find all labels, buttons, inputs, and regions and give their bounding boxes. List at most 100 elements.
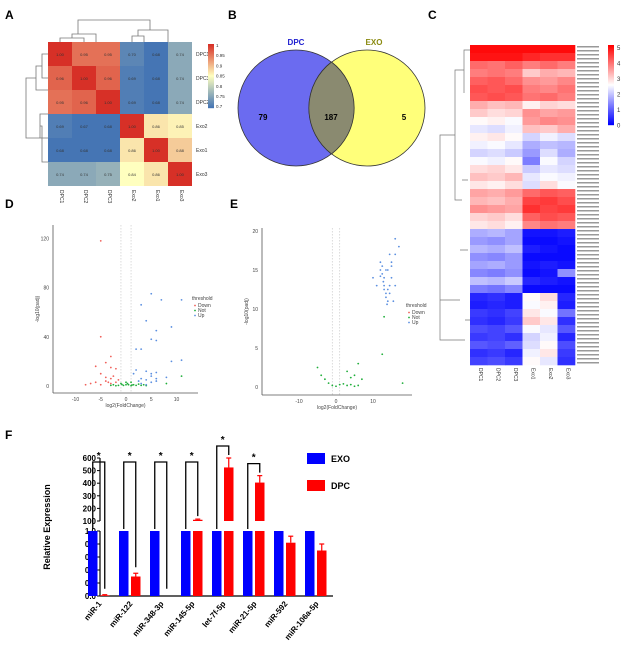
heatmap-a-cell <box>48 42 72 66</box>
heatmap-c-cell <box>487 269 506 278</box>
heatmap-c-cell <box>505 165 523 174</box>
colorbar-c-tick: 3 <box>617 77 621 83</box>
heatmap-a-cell <box>96 66 120 90</box>
heatmap-c-cell <box>505 261 523 270</box>
heatmap-a-cell <box>72 138 96 162</box>
heatmap-c-cell <box>522 317 541 326</box>
heatmap-c-row-label <box>577 262 599 264</box>
volcano-d-point-down <box>99 335 102 338</box>
colorbar-c-segment <box>608 102 614 104</box>
colorbar-a-segment <box>208 55 214 57</box>
heatmap-c-cell <box>540 165 558 174</box>
heatmap-c-cell <box>522 117 541 126</box>
venn-label-dpc: DPC <box>288 38 305 47</box>
heatmap-a-cell <box>120 66 144 90</box>
bar-f-exo <box>212 531 222 596</box>
heatmap-c-col-label: DPC1 <box>477 368 483 382</box>
heatmap-c-row-label <box>577 266 599 268</box>
heatmap-c-cell <box>487 61 506 70</box>
heatmap-c-cell <box>470 237 488 246</box>
volcano-d-point-not <box>125 381 127 384</box>
colorbar-c-segment <box>608 109 614 111</box>
heatmap-a-cell <box>48 138 72 162</box>
heatmap-c-cell <box>540 53 558 62</box>
volcano-d-point-not <box>130 381 132 384</box>
colorbar-a-tick: 0.95 <box>216 53 225 58</box>
colorbar-a-segment <box>208 76 214 78</box>
heatmap-c-row-label <box>577 146 599 148</box>
colorbar-a-segment <box>208 66 214 68</box>
volcano-e-point-not <box>361 378 363 381</box>
bar-f-dpc <box>317 550 327 596</box>
colorbar-a-tick: 0.75 <box>216 94 225 99</box>
colorbar-a-segment <box>208 64 214 66</box>
heatmap-a-value: 0.69 <box>56 124 65 129</box>
heatmap-c-cell <box>505 341 523 350</box>
colorbar-a-segment <box>208 73 214 75</box>
heatmap-c-col-label: Exo2 <box>547 368 553 380</box>
bar-f-exo <box>88 531 98 596</box>
heatmap-c-row-label <box>577 122 599 124</box>
heatmap-c-row-label <box>577 310 599 312</box>
colorbar-a-segment <box>208 75 214 77</box>
volcano-e-point-not <box>383 315 385 318</box>
bar-f-x-tick: miR-1 <box>82 599 104 622</box>
colorbar-c-segment <box>608 89 614 91</box>
heatmap-c-cell <box>540 61 558 70</box>
volcano-e-point-up <box>388 284 391 287</box>
heatmap-c-cell <box>505 293 523 302</box>
heatmap-c-cell <box>470 101 488 110</box>
heatmap-c-cell <box>487 229 506 238</box>
heatmap-c-cell <box>522 165 541 174</box>
heatmap-c-row-label <box>577 166 599 168</box>
heatmap-c-cell <box>522 357 541 366</box>
heatmap-c-cell <box>505 333 523 342</box>
colorbar-a-segment <box>208 54 214 56</box>
heatmap-c-row-label <box>577 186 599 188</box>
volcano-d-point-down <box>99 383 102 386</box>
colorbar-c-segment <box>608 88 614 90</box>
volcano-e-point-up <box>386 303 388 306</box>
panel-label-f: F <box>5 428 13 442</box>
heatmap-c-cell <box>470 261 488 270</box>
colorbar-c-segment <box>608 84 614 86</box>
heatmap-c-row-label <box>577 238 599 240</box>
heatmap-c-cell <box>540 325 558 334</box>
colorbar-a-segment <box>208 85 214 87</box>
bar-f-significance-star: * <box>159 451 163 462</box>
heatmap-c-cell <box>487 277 506 286</box>
heatmap-a-value: 1.00 <box>152 148 161 153</box>
colorbar-a-segment <box>208 52 214 54</box>
volcano-e-legend-title: threshold <box>406 303 427 309</box>
heatmap-a-cell <box>120 90 144 114</box>
heatmap-c-row-label <box>577 210 599 212</box>
heatmap-a-cell <box>120 114 144 138</box>
heatmap-c-cell <box>487 69 506 78</box>
heatmap-a-value: 0.68 <box>80 148 89 153</box>
volcano-e-point-up <box>385 296 387 299</box>
heatmap-a-cell <box>48 162 72 186</box>
colorbar-a-segment <box>208 94 214 96</box>
heatmap-a-value: 0.68 <box>152 100 161 105</box>
colorbar-a-segment <box>208 91 214 93</box>
heatmap-c-cell <box>470 117 488 126</box>
heatmap-c-cell <box>487 237 506 246</box>
colorbar-a-segment <box>208 48 214 50</box>
colorbar-c-segment <box>608 86 614 88</box>
heatmap-a-row-label: DPC3 <box>196 76 210 82</box>
volcano-d-point-up <box>180 299 183 301</box>
volcano-d-point-up <box>170 360 173 363</box>
heatmap-c-cell <box>522 205 541 214</box>
heatmap-c-cell <box>470 165 488 174</box>
volcano-d-point-not <box>142 383 145 386</box>
bar-f-exo <box>243 531 253 596</box>
bar-f-legend-swatch-exo <box>307 453 325 464</box>
heatmap-a-cell <box>144 114 168 138</box>
heatmap-a-cell <box>168 114 192 138</box>
heatmap-c-cell <box>470 317 488 326</box>
colorbar-c-segment <box>608 81 614 83</box>
colorbar-a-segment <box>208 77 214 79</box>
heatmap-c-cell <box>522 149 541 158</box>
bar-f-dpc-upper <box>193 519 203 521</box>
heatmap-c-row-label <box>577 46 599 48</box>
